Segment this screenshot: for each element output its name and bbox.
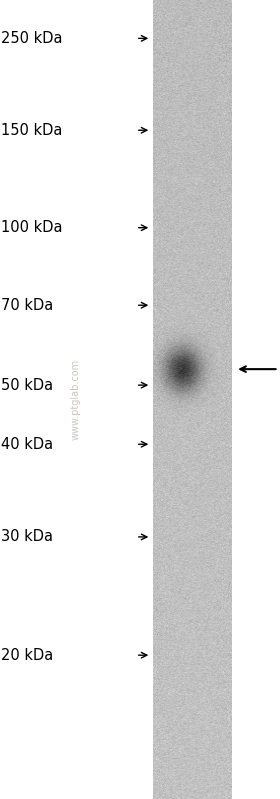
Text: 100 kDa: 100 kDa xyxy=(1,221,63,235)
Text: 40 kDa: 40 kDa xyxy=(1,437,53,451)
Text: 30 kDa: 30 kDa xyxy=(1,530,53,544)
Text: www.ptglab.com: www.ptglab.com xyxy=(71,359,81,440)
Text: 250 kDa: 250 kDa xyxy=(1,31,63,46)
Text: 150 kDa: 150 kDa xyxy=(1,123,63,137)
Text: 50 kDa: 50 kDa xyxy=(1,378,53,392)
Text: 20 kDa: 20 kDa xyxy=(1,648,54,662)
Text: 70 kDa: 70 kDa xyxy=(1,298,54,312)
